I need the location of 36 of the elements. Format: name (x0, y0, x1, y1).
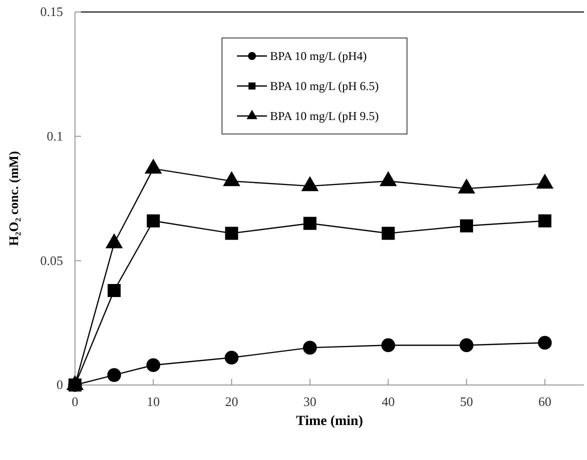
x-tick-label: 60 (538, 394, 552, 410)
y-tick-label: 0.1 (46, 128, 63, 144)
legend-label: BPA 10 mg/L (pH 9.5) (270, 109, 379, 123)
point (458, 178, 476, 194)
point (460, 219, 474, 232)
x-tick-label: 30 (303, 394, 316, 410)
point (225, 226, 238, 240)
legend-label: BPA 10 mg/L (pH4) (270, 49, 367, 63)
point (538, 214, 552, 228)
point (222, 171, 240, 186)
point (144, 158, 162, 174)
x-tick-label: 10 (146, 394, 160, 410)
y-tick-label: 0 (56, 377, 63, 392)
y-axis-title: H₂O₂ conc. (mM) (6, 151, 21, 246)
point (460, 338, 474, 352)
legend-label: BPA 10 mg/L (pH 6.5) (270, 79, 379, 93)
x-axis-title: Time (min) (296, 414, 364, 429)
point (146, 358, 160, 372)
point (301, 176, 319, 192)
point (224, 350, 239, 365)
point (303, 340, 317, 355)
x-tick-label: 0 (72, 394, 78, 410)
point (381, 338, 396, 352)
x-tick-label: 40 (382, 394, 395, 410)
point (146, 214, 160, 228)
point (303, 216, 316, 230)
point (536, 174, 554, 189)
point (108, 284, 121, 298)
point (107, 368, 122, 382)
y-tick-label: 0.15 (40, 4, 63, 20)
y-tick-label: 0.05 (40, 252, 63, 268)
x-tick-label: 50 (460, 394, 474, 410)
point (538, 336, 552, 350)
point (380, 171, 397, 186)
point (382, 226, 395, 240)
x-tick-label: 20 (225, 394, 238, 410)
